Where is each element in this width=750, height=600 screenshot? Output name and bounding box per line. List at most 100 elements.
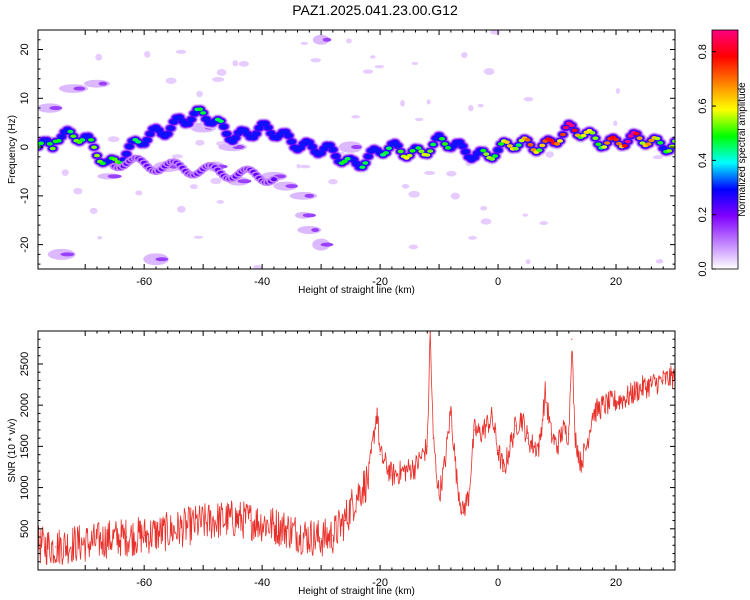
- noise-speck: [196, 90, 203, 98]
- noise-speck: [613, 120, 618, 127]
- diffuse-core: [285, 184, 298, 189]
- snr-data-point: [562, 429, 564, 431]
- snr-data-point: [568, 433, 570, 435]
- ridge-band: [143, 137, 152, 143]
- ridge-band: [458, 143, 467, 149]
- noise-speck: [216, 200, 225, 204]
- ridge-core: [409, 149, 416, 153]
- snr-data-point: [538, 445, 540, 447]
- ridge-band: [364, 153, 373, 160]
- snr-data-point: [232, 518, 234, 520]
- noise-speck: [107, 136, 120, 143]
- ridge-band: [296, 145, 305, 151]
- ridge-core: [46, 142, 53, 146]
- noise-speck: [144, 50, 151, 58]
- noise-speck: [95, 53, 103, 61]
- ridge-core: [636, 136, 643, 140]
- x-tick-label: -40: [254, 276, 270, 288]
- colorbar-tick-label: 0.8: [697, 44, 709, 59]
- ridge-band: [266, 130, 275, 136]
- noise-speck: [426, 99, 431, 105]
- ridge-core: [444, 145, 451, 150]
- noise-speck: [351, 115, 360, 119]
- snr-data-point: [391, 474, 393, 476]
- x-tick-label: 0: [495, 577, 501, 589]
- diffuse-core: [302, 213, 316, 218]
- ridge-core: [135, 139, 142, 144]
- noise-speck: [328, 178, 338, 185]
- ridge-core: [359, 165, 366, 170]
- noise-speck: [232, 60, 239, 67]
- ridge-core: [197, 107, 204, 112]
- ridge-core: [498, 142, 505, 146]
- noise-speck: [189, 184, 198, 190]
- ridge-core: [666, 149, 673, 153]
- diffuse-core: [73, 86, 86, 91]
- ridge-core: [385, 146, 392, 151]
- y-tick-label: 1000: [19, 475, 31, 499]
- noise-speck: [408, 190, 420, 198]
- snr-data-point: [515, 425, 517, 427]
- ridge-band: [202, 116, 211, 122]
- ridge-core: [621, 144, 628, 148]
- noise-speck: [97, 235, 103, 240]
- ridge-core: [624, 139, 631, 144]
- x-tick-label: 20: [610, 276, 622, 288]
- noise-speck: [477, 103, 484, 108]
- x-tick-label: -60: [136, 276, 152, 288]
- noise-speck: [177, 205, 186, 213]
- spectrogram-blobs: [38, 30, 675, 269]
- ridge-band: [125, 143, 134, 150]
- diffuse-core: [351, 145, 362, 150]
- colorbar-label: Normalized spectral amplitude: [737, 82, 748, 217]
- noise-speck: [210, 177, 222, 185]
- diffuse-core: [237, 179, 252, 184]
- noise-speck: [523, 97, 534, 102]
- ridge-core: [67, 129, 74, 134]
- noise-speck: [362, 69, 374, 74]
- colorbar-tick-label: 0.4: [697, 153, 709, 168]
- diffuse-core: [322, 37, 332, 42]
- ridge-core: [397, 149, 404, 154]
- noise-speck: [175, 49, 187, 54]
- ridge-band: [470, 154, 479, 161]
- x-axis-label: Height of straight line (km): [298, 586, 415, 597]
- ridge-band: [169, 119, 178, 125]
- snr-data-point: [521, 416, 523, 419]
- noise-speck: [238, 60, 249, 67]
- noise-speck: [411, 61, 419, 66]
- ridge-core: [483, 152, 490, 156]
- noise-speck: [135, 190, 143, 196]
- snr-data-point: [603, 404, 605, 406]
- snr-data-point: [355, 495, 358, 497]
- snr-data-point: [403, 470, 405, 472]
- y-tick-label: 1500: [19, 434, 31, 458]
- ridge-core: [515, 143, 522, 147]
- diffuse-patch: [312, 34, 330, 45]
- ridge-core: [601, 145, 608, 149]
- noise-speck: [522, 213, 528, 217]
- ridge-core: [645, 142, 652, 146]
- ridge-band: [287, 139, 296, 145]
- ridge-core: [512, 146, 519, 151]
- snr-line: [38, 331, 675, 566]
- snr-data-point: [497, 449, 499, 452]
- noise-speck: [193, 235, 204, 239]
- ridge-band: [461, 149, 470, 155]
- noise-speck: [414, 117, 424, 122]
- ridge-band: [219, 124, 228, 130]
- snr-data-point: [473, 429, 476, 431]
- ridge-band: [255, 125, 264, 131]
- snr-data-point: [462, 511, 464, 513]
- snr-data-point: [591, 412, 594, 415]
- ridge-band: [154, 127, 163, 133]
- ridge-band: [455, 139, 464, 145]
- ridge-band: [166, 125, 175, 131]
- x-tick-label: -20: [372, 276, 388, 288]
- ridge-band: [187, 116, 196, 123]
- diffuse-core: [60, 252, 75, 257]
- noise-speck: [299, 164, 311, 169]
- noise-speck: [468, 104, 474, 112]
- snr-data-point: [125, 536, 128, 538]
